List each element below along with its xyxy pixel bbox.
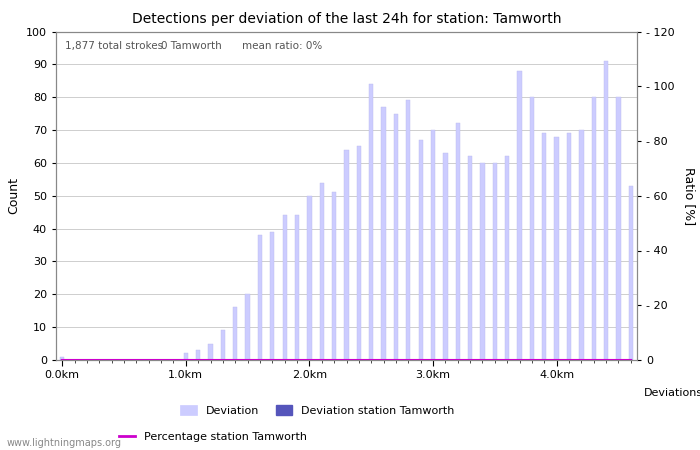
Percentage station Tamworth [144,357,153,363]
Bar [183,353,188,360]
Bar [604,61,608,360]
Text: Deviations: Deviations [644,388,700,398]
Percentage station Tamworth [478,357,486,363]
Bar [357,146,361,360]
Bar [196,350,200,360]
Legend: Percentage station Tamworth: Percentage station Tamworth [114,428,312,446]
Bar [246,294,250,360]
Bar [456,123,460,360]
Percentage station Tamworth [58,357,66,363]
Bar [616,97,621,360]
Percentage station Tamworth [515,357,524,363]
Y-axis label: Count: Count [8,177,20,214]
Bar [505,156,510,360]
Percentage station Tamworth [83,357,91,363]
Percentage station Tamworth [305,357,314,363]
Bar [258,235,262,360]
Percentage station Tamworth [95,357,104,363]
Percentage station Tamworth [268,357,277,363]
Percentage station Tamworth [206,357,215,363]
Bar [629,186,633,360]
Percentage station Tamworth [281,357,289,363]
Percentage station Tamworth [466,357,475,363]
Bar [382,107,386,360]
Percentage station Tamworth [132,357,141,363]
Percentage station Tamworth [256,357,264,363]
Bar [307,196,312,360]
Bar [270,232,274,360]
Percentage station Tamworth [540,357,549,363]
Percentage station Tamworth [552,357,561,363]
Text: 1,877 total strokes: 1,877 total strokes [64,41,163,51]
Bar [283,216,287,360]
Text: mean ratio: 0%: mean ratio: 0% [242,41,322,51]
Percentage station Tamworth [367,357,375,363]
Percentage station Tamworth [379,357,388,363]
Percentage station Tamworth [429,357,438,363]
Bar [419,140,423,360]
Percentage station Tamworth [416,357,425,363]
Bar [60,357,64,360]
Percentage station Tamworth [70,357,78,363]
Percentage station Tamworth [602,357,610,363]
Percentage station Tamworth [392,357,400,363]
Percentage station Tamworth [565,357,573,363]
Percentage station Tamworth [503,357,512,363]
Bar [369,84,373,360]
Bar [493,163,497,360]
Percentage station Tamworth [218,357,227,363]
Y-axis label: Ratio [%]: Ratio [%] [682,166,696,225]
Percentage station Tamworth [615,357,623,363]
Bar [530,97,534,360]
Bar [406,100,410,360]
Percentage station Tamworth [231,357,239,363]
Percentage station Tamworth [589,357,598,363]
Bar [394,113,398,360]
Percentage station Tamworth [194,357,202,363]
Bar [567,133,571,360]
Percentage station Tamworth [107,357,116,363]
Percentage station Tamworth [441,357,449,363]
Percentage station Tamworth [626,357,635,363]
Text: 0 Tamworth: 0 Tamworth [160,41,221,51]
Percentage station Tamworth [491,357,499,363]
Percentage station Tamworth [342,357,351,363]
Bar [542,133,547,360]
Bar [431,130,435,360]
Percentage station Tamworth [454,357,462,363]
Bar [233,307,237,360]
Percentage station Tamworth [181,357,190,363]
Bar [517,71,522,360]
Bar [209,344,213,360]
Bar [332,193,336,360]
Percentage station Tamworth [404,357,412,363]
Bar [295,216,299,360]
Percentage station Tamworth [355,357,363,363]
Percentage station Tamworth [293,357,301,363]
Bar [320,183,324,360]
Bar [579,130,584,360]
Bar [468,156,472,360]
Percentage station Tamworth [157,357,165,363]
Percentage station Tamworth [120,357,128,363]
Percentage station Tamworth [244,357,252,363]
Bar [480,163,484,360]
Bar [592,97,596,360]
Bar [443,153,447,360]
Percentage station Tamworth [528,357,536,363]
Percentage station Tamworth [169,357,178,363]
Title: Detections per deviation of the last 24h for station: Tamworth: Detections per deviation of the last 24h… [132,12,561,26]
Bar [220,330,225,360]
Text: www.lightningmaps.org: www.lightningmaps.org [7,438,122,448]
Bar [344,150,349,360]
Percentage station Tamworth [318,357,326,363]
Bar [554,137,559,360]
Percentage station Tamworth [330,357,338,363]
Percentage station Tamworth [578,357,586,363]
